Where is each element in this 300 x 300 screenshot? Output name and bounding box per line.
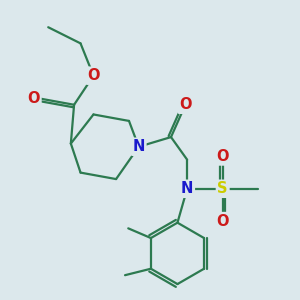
- Text: S: S: [218, 181, 228, 196]
- Text: N: N: [133, 139, 145, 154]
- Text: O: O: [27, 91, 40, 106]
- Text: O: O: [179, 97, 192, 112]
- Text: N: N: [181, 181, 193, 196]
- Text: O: O: [216, 149, 229, 164]
- Text: O: O: [216, 214, 229, 229]
- Text: O: O: [87, 68, 100, 83]
